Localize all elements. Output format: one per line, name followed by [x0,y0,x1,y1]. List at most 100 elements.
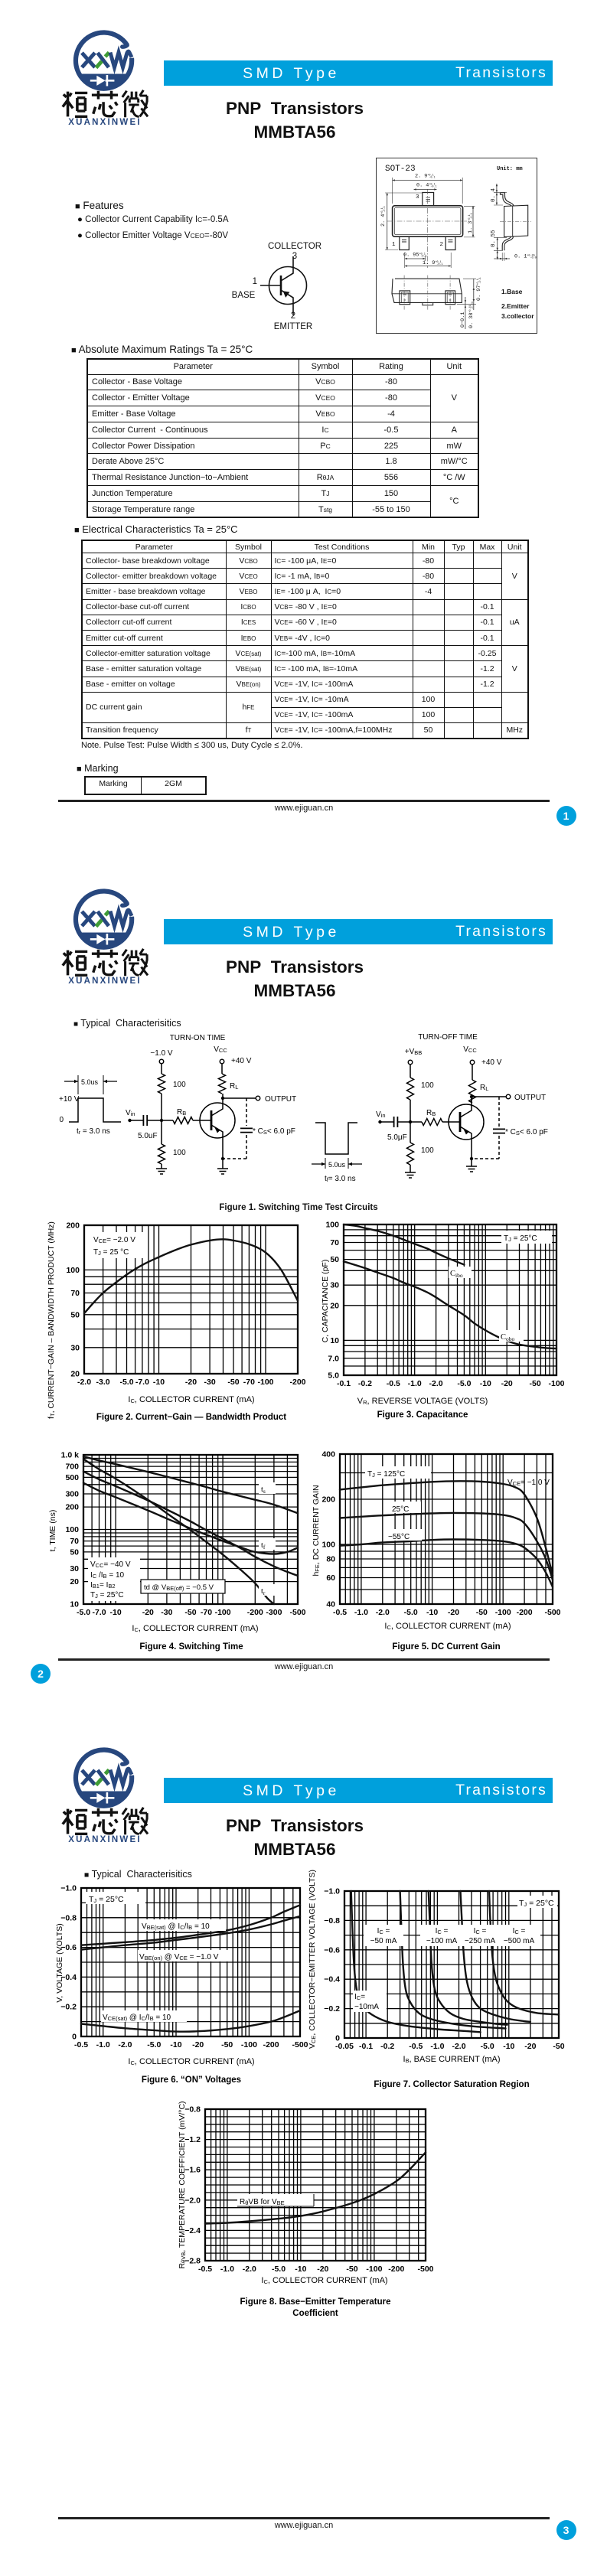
svg-text:-0.05: -0.05 [335,2042,354,2051]
svg-text:-0.1: -0.1 [359,2042,373,2051]
svg-text:ts: ts [261,1485,266,1495]
svg-text:−10mA: −10mA [354,2003,379,2011]
svg-text:−1.0 V: −1.0 V [150,1049,173,1058]
svg-text:1. 9+0.1-0.1: 1. 9+0.1 -0.1 [423,260,443,266]
svg-text:OUTPUT: OUTPUT [514,1094,546,1102]
svg-text:SOT-23: SOT-23 [385,165,416,174]
svg-text:−2.8: −2.8 [184,2257,201,2266]
svg-text:-50: -50 [530,1379,541,1388]
svg-text:VCC: VCC [214,1045,227,1054]
svg-text:100: 100 [173,1081,186,1089]
svg-text:−2.4: −2.4 [184,2226,201,2235]
svg-text:VR, REVERSE VOLTAGE (VOLTS): VR, REVERSE VOLTAGE (VOLTS) [357,1397,488,1406]
svg-text:tr = 3.0 ns: tr = 3.0 ns [77,1127,110,1136]
svg-text:Figure 4. Switching Time: Figure 4. Switching Time [139,1642,243,1652]
svg-text:0: 0 [72,2033,77,2042]
svg-text:OUTPUT: OUTPUT [265,1095,296,1104]
svg-text:−1.0: −1.0 [324,1887,340,1896]
svg-text:0. 4: 0. 4 [491,187,497,202]
svg-text:-100: -100 [548,1379,564,1388]
svg-text:50: 50 [70,1547,79,1557]
svg-text:-100: -100 [215,1608,231,1617]
svg-text:700: 700 [65,1462,79,1472]
svg-text:−0.8: −0.8 [324,1916,340,1925]
svg-text:30: 30 [70,1564,79,1573]
svg-text:RB: RB [426,1109,436,1117]
svg-text:-30: -30 [161,1608,172,1617]
svg-text:0: 0 [59,1116,64,1124]
svg-text:2. 9+0.1-0.1: 2. 9+0.1 -0.1 [415,174,436,180]
svg-text:IB1= IB2: IB1= IB2 [90,1581,116,1590]
svg-text:-1.0: -1.0 [408,1379,422,1388]
svg-text:-1.0: -1.0 [354,1608,368,1617]
svg-text:TJ = 125°C: TJ = 125°C [367,1470,405,1479]
svg-text:2.Emitter: 2.Emitter [501,302,530,310]
svg-text:−2.0: −2.0 [184,2196,201,2205]
svg-text:* CS< 6.0 pF: * CS< 6.0 pF [253,1127,295,1136]
svg-text:VCE, COLLECTOR−EMITTER VOLTAGE: VCE, COLLECTOR−EMITTER VOLTAGE (VOLTS) [308,1870,317,2049]
svg-text:-50: -50 [184,1608,196,1617]
svg-text:-100: -100 [257,1378,273,1387]
svg-text:−1.0: −1.0 [60,1884,77,1893]
svg-text:TJ = 25°C: TJ = 25°C [519,1899,554,1908]
svg-text:-1.0: -1.0 [96,2040,110,2049]
svg-text:−1.2: −1.2 [184,2135,201,2144]
svg-text:-20: -20 [185,1378,197,1387]
svg-text:Coefficient: Coefficient [292,2309,338,2318]
svg-text:-300: -300 [266,1608,282,1617]
svg-text:tf= 3.0 ns: tf= 3.0 ns [325,1175,356,1183]
svg-text:40: 40 [326,1600,335,1609]
svg-text:3.collector: 3.collector [501,312,534,320]
svg-text:TJ = 25 °C: TJ = 25 °C [93,1248,129,1257]
svg-text:100: 100 [66,1266,80,1275]
svg-text:-7.0: -7.0 [92,1608,106,1617]
svg-text:-200: -200 [517,1608,533,1617]
svg-text:IC /IB = 10: IC /IB = 10 [90,1571,125,1580]
svg-text:100: 100 [421,1081,434,1090]
svg-text:−50 mA: −50 mA [370,1937,397,1945]
svg-text:RL: RL [480,1084,488,1092]
svg-text:0: 0 [335,2034,340,2043]
svg-text:−0.8: −0.8 [60,1913,77,1922]
svg-text:20: 20 [70,1577,79,1586]
svg-text:-0.5: -0.5 [409,2042,423,2051]
svg-text:70: 70 [70,1289,80,1298]
svg-text:Vin: Vin [376,1110,386,1119]
svg-text:1.Base: 1.Base [501,288,523,295]
svg-text:tr: tr [261,1587,266,1596]
svg-text:TURN-OFF TIME: TURN-OFF TIME [418,1033,478,1042]
svg-text:-500: -500 [544,1608,560,1617]
svg-text:-5.0: -5.0 [272,2265,286,2274]
svg-text:−0.4: −0.4 [60,1973,77,1982]
svg-text:VCE= −1.0 V: VCE= −1.0 V [507,1479,550,1487]
svg-text:-0.2: -0.2 [380,2042,394,2051]
svg-text:0. 95+0.1-0.1: 0. 95+0.1 -0.1 [403,253,427,259]
svg-text:-0.5: -0.5 [198,2265,212,2274]
svg-text:100: 100 [421,1146,434,1155]
svg-text:-10: -10 [480,1379,491,1388]
svg-text:RL: RL [230,1082,238,1091]
svg-text:-20: -20 [192,2040,204,2049]
svg-text:IC, COLLECTOR CURRENT (mA): IC, COLLECTOR CURRENT (mA) [261,2276,387,2285]
svg-text:-50: -50 [476,1608,488,1617]
svg-text:VCC= −40 V: VCC= −40 V [90,1560,131,1569]
svg-text:-200: -200 [388,2265,404,2274]
svg-text:IC =: IC = [513,1927,526,1935]
svg-text:0. 38+0.01-0.01: 0. 38+0.01-0.01 [468,302,475,328]
svg-text:VCC: VCC [463,1045,477,1054]
svg-text:1.0 k: 1.0 k [61,1451,80,1460]
svg-text:t, TIME (ns): t, TIME (ns) [48,1510,57,1552]
svg-text:-20: -20 [448,1608,459,1617]
svg-text:-10: -10 [170,2040,181,2049]
svg-text:IC, COLLECTOR CURRENT (mA): IC, COLLECTOR CURRENT (mA) [132,1624,258,1633]
svg-text:0. 4+0.1-0.1: 0. 4+0.1 -0.1 [416,183,437,189]
svg-text:-1.0: -1.0 [220,2265,234,2274]
svg-text:100: 100 [321,1541,335,1550]
svg-text:Figure 3. Capacitance: Figure 3. Capacitance [377,1410,468,1420]
svg-text:−100 mA: −100 mA [426,1937,458,1945]
svg-text:RB: RB [177,1108,186,1117]
svg-text:-70: -70 [243,1378,255,1387]
svg-text:5.0uF: 5.0uF [138,1132,158,1140]
svg-text:−1.6: −1.6 [184,2166,201,2175]
svg-text:25°C: 25°C [392,1505,409,1514]
